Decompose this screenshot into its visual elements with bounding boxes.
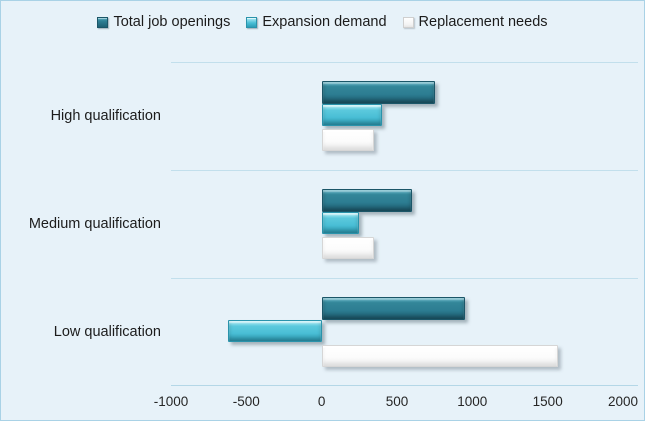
legend: Total job openings Expansion demand Repl… [1,14,644,30]
bar-expansion-low [228,320,322,342]
legend-marker-total-icon [97,16,109,28]
bar-replacement-high [321,129,375,151]
legend-label-total: Total job openings [113,14,231,30]
x-tick-label: -1000 [153,394,189,409]
gridline [171,62,638,63]
bar-total-medium [321,189,413,212]
category-label-high: High qualification [50,108,161,124]
gridline [171,278,638,279]
bar-total-high [321,81,435,104]
x-tick-label: 500 [385,394,409,409]
bar-expansion-high [321,104,382,126]
category-label-low: Low qualification [53,324,161,340]
x-tick-label: -500 [232,394,260,409]
legend-marker-replacement-icon [402,16,414,28]
plot-area [171,62,638,386]
bar-replacement-medium [321,237,375,259]
x-tick-label: 1000 [457,394,488,409]
x-tick-label: 0 [317,394,326,409]
x-axis-line [171,385,638,386]
bar-total-low [321,297,465,320]
legend-item-replacement: Replacement needs [402,14,548,30]
x-tick-label: 1500 [532,394,563,409]
bar-replacement-low [321,345,559,367]
gridline [171,170,638,171]
x-tick-label: 2000 [607,394,639,409]
category-label-medium: Medium qualification [28,216,161,232]
legend-label-expansion: Expansion demand [262,14,387,30]
legend-label-replacement: Replacement needs [418,14,548,30]
legend-item-expansion: Expansion demand [246,14,387,30]
legend-marker-expansion-icon [246,16,258,28]
legend-item-total: Total job openings [97,14,230,30]
bar-expansion-medium [321,212,360,234]
